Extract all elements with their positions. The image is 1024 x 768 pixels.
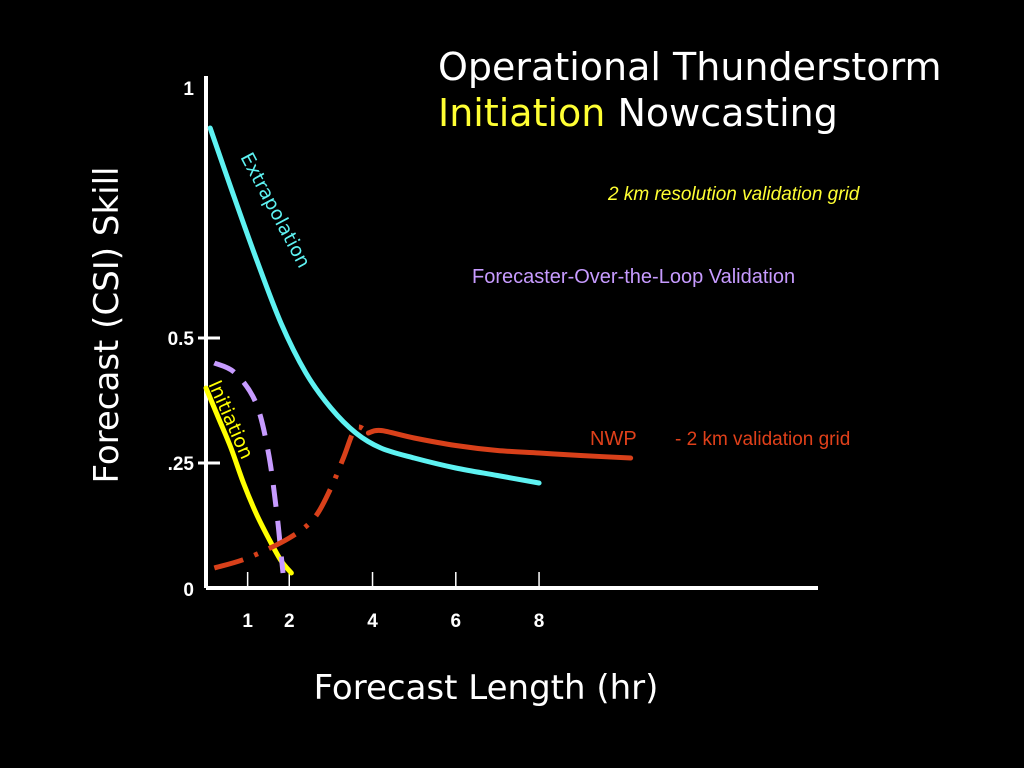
title-rest: Nowcasting	[617, 91, 838, 135]
title-highlight: Initiation	[438, 91, 606, 135]
series-forecaster-over-the-loop-validation-dashed-line	[213, 360, 286, 574]
x-tick-label: 1	[242, 611, 253, 632]
chart-subtitle: 2 km resolution validation grid	[608, 184, 860, 205]
title-line-2: Initiation Nowcasting	[438, 90, 942, 136]
y-tick-label: 0.5	[168, 329, 195, 350]
forecaster-annotation: Forecaster-Over-the-Loop Validation	[472, 266, 796, 288]
title-line-1: Operational Thunderstorm	[438, 45, 942, 89]
x-axis-label: Forecast Length (hr)	[313, 668, 659, 708]
y-tick-label: 1	[183, 79, 194, 100]
series-nwp-line	[365, 427, 634, 461]
nwp-note-annotation: - 2 km validation grid	[675, 429, 851, 450]
y-tick-label: 0	[183, 580, 194, 601]
extrapolation-curve-label: Extrapolation	[236, 149, 315, 272]
x-tick-label: 4	[367, 611, 378, 632]
x-tick-label: 2	[284, 611, 295, 632]
x-tick-label: 8	[534, 611, 545, 632]
nwp-annotation: NWP	[590, 428, 637, 450]
x-tick-label: 6	[451, 611, 462, 632]
series-extrapolation-line	[207, 125, 542, 486]
chart-title: Operational Thunderstorm Initiation Nowc…	[438, 44, 942, 136]
series-nwp-dashdot-line	[213, 424, 370, 571]
y-tick-label: .25	[168, 454, 195, 475]
